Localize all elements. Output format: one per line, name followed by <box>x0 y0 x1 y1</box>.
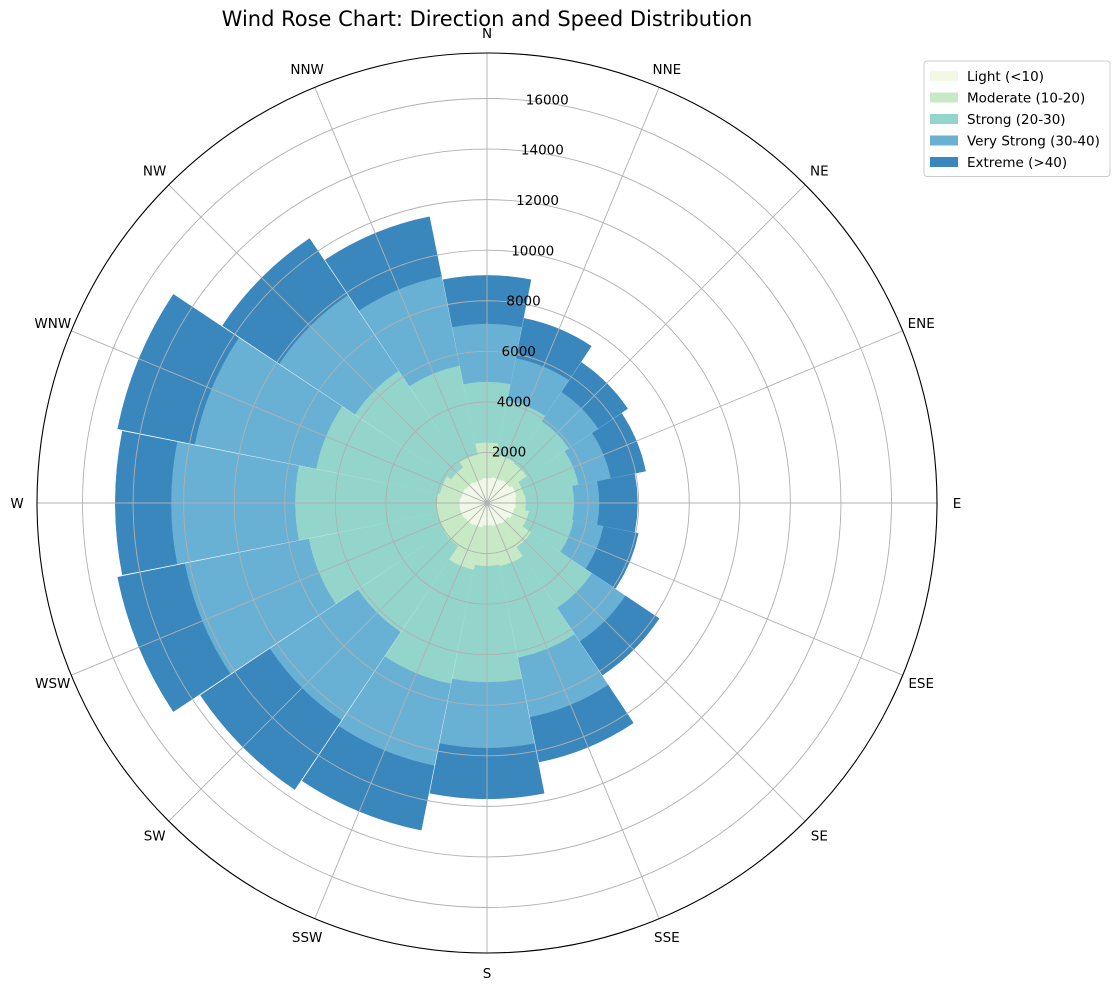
direction-label-nne: NNE <box>652 62 681 78</box>
radial-tick-label: 10000 <box>511 243 554 259</box>
bar-wnw-series-4 <box>117 293 239 445</box>
direction-label-ene: ENE <box>908 316 935 332</box>
direction-label-se: SE <box>811 828 828 844</box>
bar-nnw-series-4 <box>324 216 442 311</box>
chart-title: Wind Rose Chart: Direction and Speed Dis… <box>222 7 753 31</box>
legend-label: Extreme (>40) <box>967 155 1067 171</box>
direction-label-nw: NW <box>143 164 166 180</box>
radial-tick-label: 8000 <box>506 294 540 310</box>
bar-nne-series-4 <box>515 318 592 381</box>
legend-swatch <box>930 157 958 167</box>
legend-swatch <box>930 71 958 81</box>
grid-spoke-wnw <box>71 330 488 504</box>
legend-swatch <box>930 114 958 124</box>
bar-ese-series-4 <box>585 526 639 589</box>
direction-label-e: E <box>953 496 962 512</box>
legend-swatch <box>930 92 958 103</box>
direction-label-n: N <box>482 26 492 42</box>
grid-spoke-ne <box>486 184 806 504</box>
legend: Light (<10) Moderate (10-20) Strong (20-30… <box>923 60 1111 177</box>
direction-label-wnw: WNW <box>34 316 71 332</box>
direction-label-sse: SSE <box>654 930 680 946</box>
ring-labels-layer: 2000 4000 6000 8000 10000 12000 14000 16000 <box>492 92 569 460</box>
bar-ene-series-4 <box>591 413 646 479</box>
legend-label: Moderate (10-20) <box>967 91 1085 107</box>
legend-label: Strong (20-30) <box>967 112 1066 128</box>
grid-spoke-sse <box>486 502 660 919</box>
grid-spoke-nnw <box>314 87 488 504</box>
grid-layer <box>36 52 938 954</box>
bar-wsw-series-4 <box>117 563 231 713</box>
bars-layer <box>115 216 660 831</box>
legend-swatch <box>930 135 958 146</box>
radial-tick-label: 14000 <box>521 143 564 159</box>
grid-spoke-wsw <box>71 502 488 676</box>
direction-label-s: S <box>483 966 492 982</box>
radial-tick-label: 4000 <box>497 394 531 410</box>
bar-sse-series-4 <box>529 684 634 763</box>
grid-spoke-nw <box>168 184 488 504</box>
direction-label-nnw: NNW <box>290 62 324 78</box>
direction-label-ssw: SSW <box>292 930 323 946</box>
legend-frame <box>923 60 1111 177</box>
bar-ssw-series-4 <box>301 725 435 831</box>
radial-tick-label: 2000 <box>492 445 526 461</box>
direction-label-ese: ESE <box>908 676 934 692</box>
direction-label-ne: NE <box>810 164 829 180</box>
grid-spoke-ese <box>486 502 903 676</box>
polar-frame <box>36 52 938 954</box>
radial-tick-label: 16000 <box>526 92 569 108</box>
grid-spoke-ssw <box>314 502 488 919</box>
legend-label: Very Strong (30-40) <box>967 134 1100 150</box>
direction-label-w: W <box>10 496 23 512</box>
grid-spoke-sw <box>168 502 488 822</box>
direction-label-wsw: WSW <box>35 676 70 692</box>
grid-spoke-ene <box>486 330 903 504</box>
direction-label-sw: SW <box>144 828 166 844</box>
direction-labels-layer: N NNE NE ENE E ESE SE SSE S SSW SW WSW W WNW NW NNW <box>10 26 961 982</box>
radial-tick-label: 12000 <box>516 193 559 209</box>
grid-spoke-nne <box>486 87 660 504</box>
radial-tick-label: 6000 <box>502 344 536 360</box>
grid-spoke-se <box>486 502 806 822</box>
legend-label: Light (<10) <box>967 69 1044 85</box>
